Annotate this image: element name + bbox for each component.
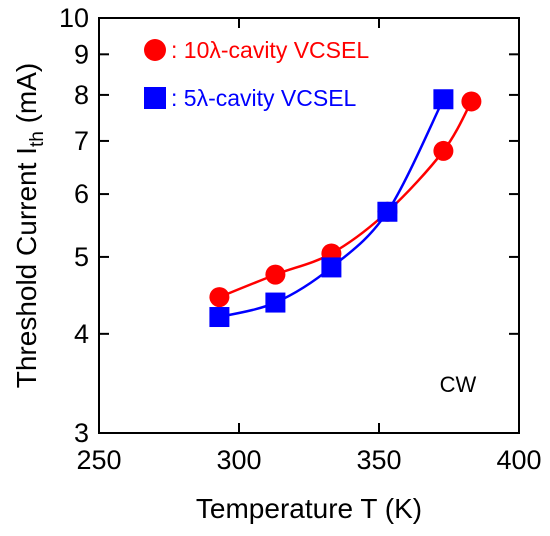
legend-marker-circle [144, 39, 166, 61]
y-axis-title-subscript: th [27, 131, 48, 147]
y-tick-label: 4 [74, 319, 89, 349]
data-point-10-cavity-vcsel [209, 287, 230, 308]
cw-annotation: CW [440, 372, 477, 397]
series-line-10-cavity-vcsel [218, 100, 473, 299]
y-tick-label: 9 [74, 39, 89, 69]
legend-marker-square [144, 87, 166, 109]
plot-frame [98, 17, 520, 434]
x-axis-title: Temperature T (K) [196, 493, 422, 524]
data-point-5-cavity-vcsel [321, 257, 342, 278]
data-point-5-cavity-vcsel [433, 89, 454, 110]
data-point-10-cavity-vcsel [433, 140, 454, 161]
series-layer [209, 89, 482, 328]
legend-label-10-cavity-vcsel: : 10λ-cavity VCSEL [171, 37, 369, 63]
data-point-5-cavity-vcsel [377, 201, 398, 222]
y-axis: 3 4 5 6 7 8 9 10 [59, 3, 519, 448]
x-tick-label: 400 [496, 445, 541, 475]
x-tick-label: 300 [216, 445, 261, 475]
x-tick-label: 250 [76, 445, 121, 475]
data-point-10-cavity-vcsel [461, 91, 482, 112]
legend: : 10λ-cavity VCSEL : 5λ-cavity VCSEL [144, 37, 369, 111]
y-axis-title: Threshold Current Ith (mA) [11, 63, 48, 389]
y-tick-label: 7 [74, 126, 89, 156]
plot-frame-layer [98, 17, 520, 434]
data-point-5-cavity-vcsel [265, 292, 286, 313]
y-axis-title-unit: (mA) [11, 63, 42, 131]
y-tick-label: 10 [59, 3, 89, 33]
y-tick-label: 6 [74, 179, 89, 209]
x-axis: 250 300 350 400 [76, 18, 542, 475]
y-axis-title-main: Threshold Current I [11, 147, 42, 388]
x-tick-label: 350 [356, 445, 401, 475]
data-point-10-cavity-vcsel [265, 264, 286, 285]
y-tick-label: 5 [74, 242, 89, 272]
y-tick-label: 8 [74, 80, 89, 110]
data-point-5-cavity-vcsel [209, 307, 230, 328]
legend-label-5-cavity-vcsel: : 5λ-cavity VCSEL [171, 85, 357, 111]
y-tick-label: 3 [74, 418, 89, 448]
